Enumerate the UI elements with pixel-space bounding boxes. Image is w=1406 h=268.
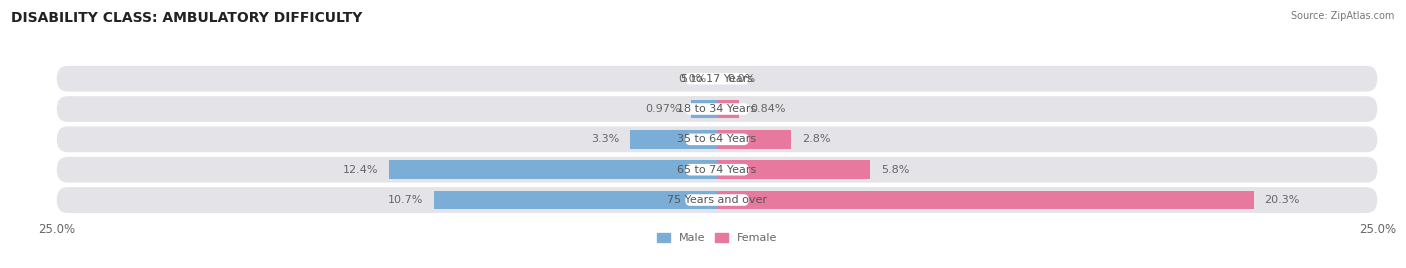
Bar [630, 130, 717, 149]
Bar [717, 100, 740, 118]
Bar [717, 191, 1254, 210]
FancyBboxPatch shape [685, 133, 749, 145]
Text: 75 Years and over: 75 Years and over [666, 195, 768, 205]
FancyBboxPatch shape [56, 126, 1378, 152]
FancyBboxPatch shape [685, 103, 749, 115]
Bar [692, 100, 717, 118]
FancyBboxPatch shape [685, 73, 749, 84]
Text: 0.97%: 0.97% [645, 104, 681, 114]
Text: 0.0%: 0.0% [728, 74, 756, 84]
Text: 5 to 17 Years: 5 to 17 Years [681, 74, 754, 84]
FancyBboxPatch shape [685, 164, 749, 176]
FancyBboxPatch shape [56, 187, 1378, 213]
Text: DISABILITY CLASS: AMBULATORY DIFFICULTY: DISABILITY CLASS: AMBULATORY DIFFICULTY [11, 11, 363, 25]
Text: 12.4%: 12.4% [343, 165, 378, 175]
FancyBboxPatch shape [56, 157, 1378, 183]
Text: 35 to 64 Years: 35 to 64 Years [678, 134, 756, 144]
Bar [717, 130, 792, 149]
Bar [717, 160, 870, 179]
Text: 0.84%: 0.84% [749, 104, 786, 114]
Text: 20.3%: 20.3% [1264, 195, 1299, 205]
FancyBboxPatch shape [56, 66, 1378, 92]
Text: Source: ZipAtlas.com: Source: ZipAtlas.com [1291, 11, 1395, 21]
FancyBboxPatch shape [56, 96, 1378, 122]
Text: 2.8%: 2.8% [801, 134, 830, 144]
Text: 5.8%: 5.8% [882, 165, 910, 175]
Text: 65 to 74 Years: 65 to 74 Years [678, 165, 756, 175]
Text: 0.0%: 0.0% [678, 74, 706, 84]
Legend: Male, Female: Male, Female [657, 233, 778, 243]
Text: 10.7%: 10.7% [388, 195, 423, 205]
Bar [389, 160, 717, 179]
FancyBboxPatch shape [685, 194, 749, 206]
Text: 18 to 34 Years: 18 to 34 Years [678, 104, 756, 114]
Text: 3.3%: 3.3% [591, 134, 619, 144]
Bar [434, 191, 717, 210]
